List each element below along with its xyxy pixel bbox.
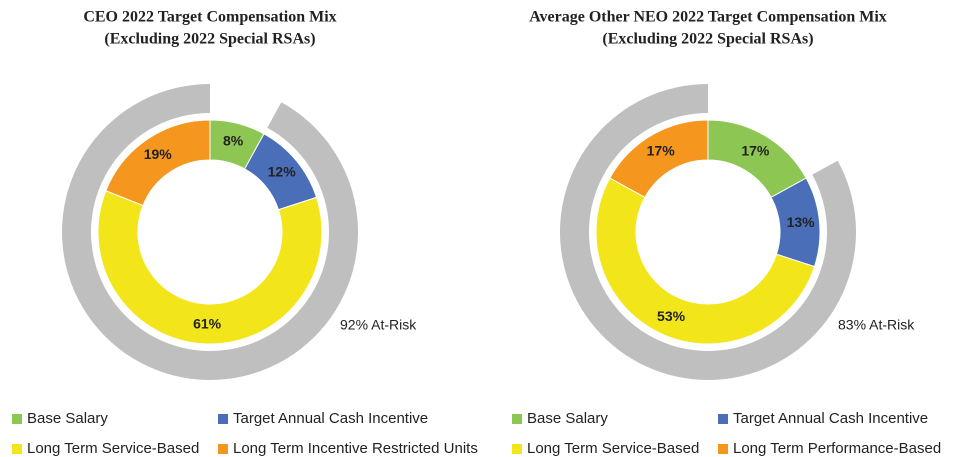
chart-title: CEO 2022 Target Compensation Mix [83, 9, 336, 26]
legend-swatch [12, 414, 22, 424]
data-label: 12% [268, 163, 297, 179]
legend-swatch [512, 414, 522, 424]
data-label: 53% [657, 308, 686, 324]
chart-title: (Excluding 2022 Special RSAs) [104, 31, 315, 48]
donut-slice [105, 119, 211, 207]
legend-label: Target Annual Cash Incentive [733, 410, 928, 427]
donut-slice [609, 119, 709, 198]
donut-slice [595, 177, 816, 345]
legend-label: Base Salary [527, 410, 608, 427]
at-risk-label: 83% At-Risk [838, 317, 915, 333]
legend-label: Long Term Service-Based [27, 440, 199, 457]
legend-label: Long Term Incentive Restricted Units [233, 440, 478, 457]
chart-title: (Excluding 2022 Special RSAs) [602, 31, 813, 48]
legend-label: Long Term Performance-Based [733, 440, 941, 457]
at-risk-label: 92% At-Risk [340, 317, 417, 333]
legend-swatch [718, 414, 728, 424]
legend-swatch [12, 444, 22, 454]
legend-label: Target Annual Cash Incentive [233, 410, 428, 427]
data-label: 17% [647, 143, 676, 159]
chart-title: Average Other NEO 2022 Target Compensati… [529, 9, 887, 26]
data-label: 13% [787, 214, 816, 230]
donut-slice [97, 190, 323, 345]
data-label: 61% [193, 316, 222, 332]
legend-swatch [218, 414, 228, 424]
legend-label: Long Term Service-Based [527, 440, 699, 457]
legend-swatch [718, 444, 728, 454]
data-label: 17% [741, 143, 770, 159]
legend-label: Base Salary [27, 410, 108, 427]
data-label: 8% [223, 133, 244, 149]
legend-swatch [512, 444, 522, 454]
legend-swatch [218, 444, 228, 454]
data-label: 19% [144, 146, 173, 162]
